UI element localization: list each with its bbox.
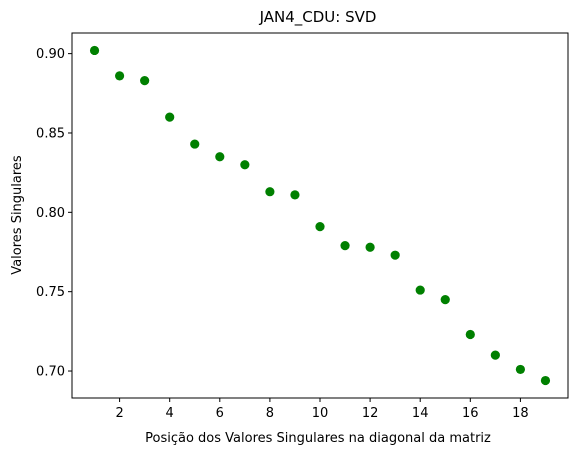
data-point (240, 160, 250, 170)
data-point (365, 242, 375, 252)
data-point (89, 45, 100, 56)
data-point (340, 241, 350, 251)
x-axis-label: Posição dos Valores Singulares na diagon… (145, 431, 491, 446)
x-tick-label: 18 (512, 406, 529, 421)
data-point (190, 139, 200, 149)
data-points (89, 45, 551, 386)
plot-area (71, 32, 569, 399)
data-point (465, 329, 475, 340)
data-point (415, 285, 425, 295)
data-point (165, 112, 175, 122)
y-axis: 0.70 0.75 0.80 0.85 0.90 (36, 47, 72, 380)
y-tick-label: 0.90 (36, 47, 65, 62)
data-point (140, 76, 150, 86)
x-tick-label: 4 (166, 406, 174, 421)
y-tick-label: 0.85 (36, 126, 65, 141)
x-tick-label: 12 (362, 406, 379, 421)
y-tick-label: 0.70 (36, 365, 65, 380)
data-point (290, 190, 300, 200)
data-point (515, 364, 526, 375)
data-point (114, 71, 125, 81)
y-axis-label: Valores Singulares (10, 155, 25, 275)
x-tick-label: 2 (115, 406, 123, 421)
x-tick-label: 14 (412, 406, 429, 421)
data-point (390, 250, 400, 260)
data-point (215, 152, 225, 162)
data-point (540, 375, 551, 386)
x-tick-label: 6 (216, 406, 224, 421)
data-point (315, 222, 325, 232)
x-tick-label: 8 (266, 406, 274, 421)
x-axis: 2 4 6 8 10 12 14 16 18 (115, 398, 529, 421)
data-point (265, 187, 275, 197)
data-point (490, 350, 500, 360)
chart-title: JAN4_CDU: SVD (259, 8, 377, 27)
plot-frame (71, 32, 569, 399)
x-tick-label: 10 (312, 406, 329, 421)
data-point (440, 295, 450, 305)
y-tick-label: 0.80 (36, 206, 65, 221)
y-tick-label: 0.75 (36, 285, 65, 300)
x-tick-label: 16 (462, 406, 479, 421)
